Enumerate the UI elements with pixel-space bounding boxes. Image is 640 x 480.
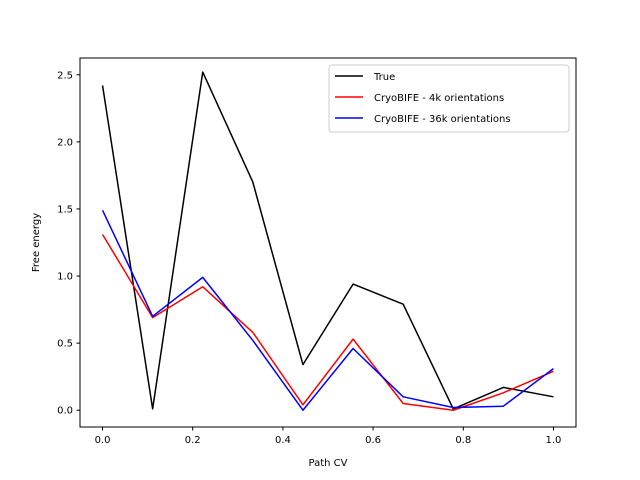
legend-label-3: CryoBIFE - 36k orientations (374, 114, 511, 125)
y-tick-label: 1.0 (57, 272, 73, 283)
x-tick-label: 0.8 (455, 435, 471, 446)
y-tick-label: 2.0 (57, 137, 73, 148)
series-line-2 (101, 234, 554, 411)
y-tick-label: 2.5 (57, 70, 73, 81)
series-layer (101, 71, 554, 411)
x-tick-label: 0.2 (185, 435, 201, 446)
plot-area-frame (79, 57, 577, 428)
y-tick-label: 0.5 (57, 339, 73, 350)
y-tick-label: 0.0 (57, 406, 73, 417)
legend-box (328, 64, 570, 133)
x-tick-label: 0.0 (95, 435, 111, 446)
legend: True CryoBIFE - 4k orientations CryoBIFE -… (328, 64, 570, 133)
x-tick-label: 0.4 (275, 435, 291, 446)
x-tick-label: 0.6 (365, 435, 381, 446)
y-axis: 0.0 0.5 1.0 1.5 2.0 2.5 (57, 70, 80, 417)
series-line-3 (101, 209, 554, 411)
series-line-1 (101, 71, 554, 410)
x-axis-label: Path CV (309, 458, 348, 469)
legend-label-2: CryoBIFE - 4k orientations (374, 93, 504, 104)
x-tick-label: 1.0 (546, 435, 562, 446)
y-axis-label: Free energy (31, 213, 42, 272)
y-tick-label: 1.5 (57, 204, 73, 215)
x-axis: 0.0 0.2 0.4 0.6 0.8 1.0 (95, 427, 562, 446)
legend-label-1: True (373, 72, 395, 83)
